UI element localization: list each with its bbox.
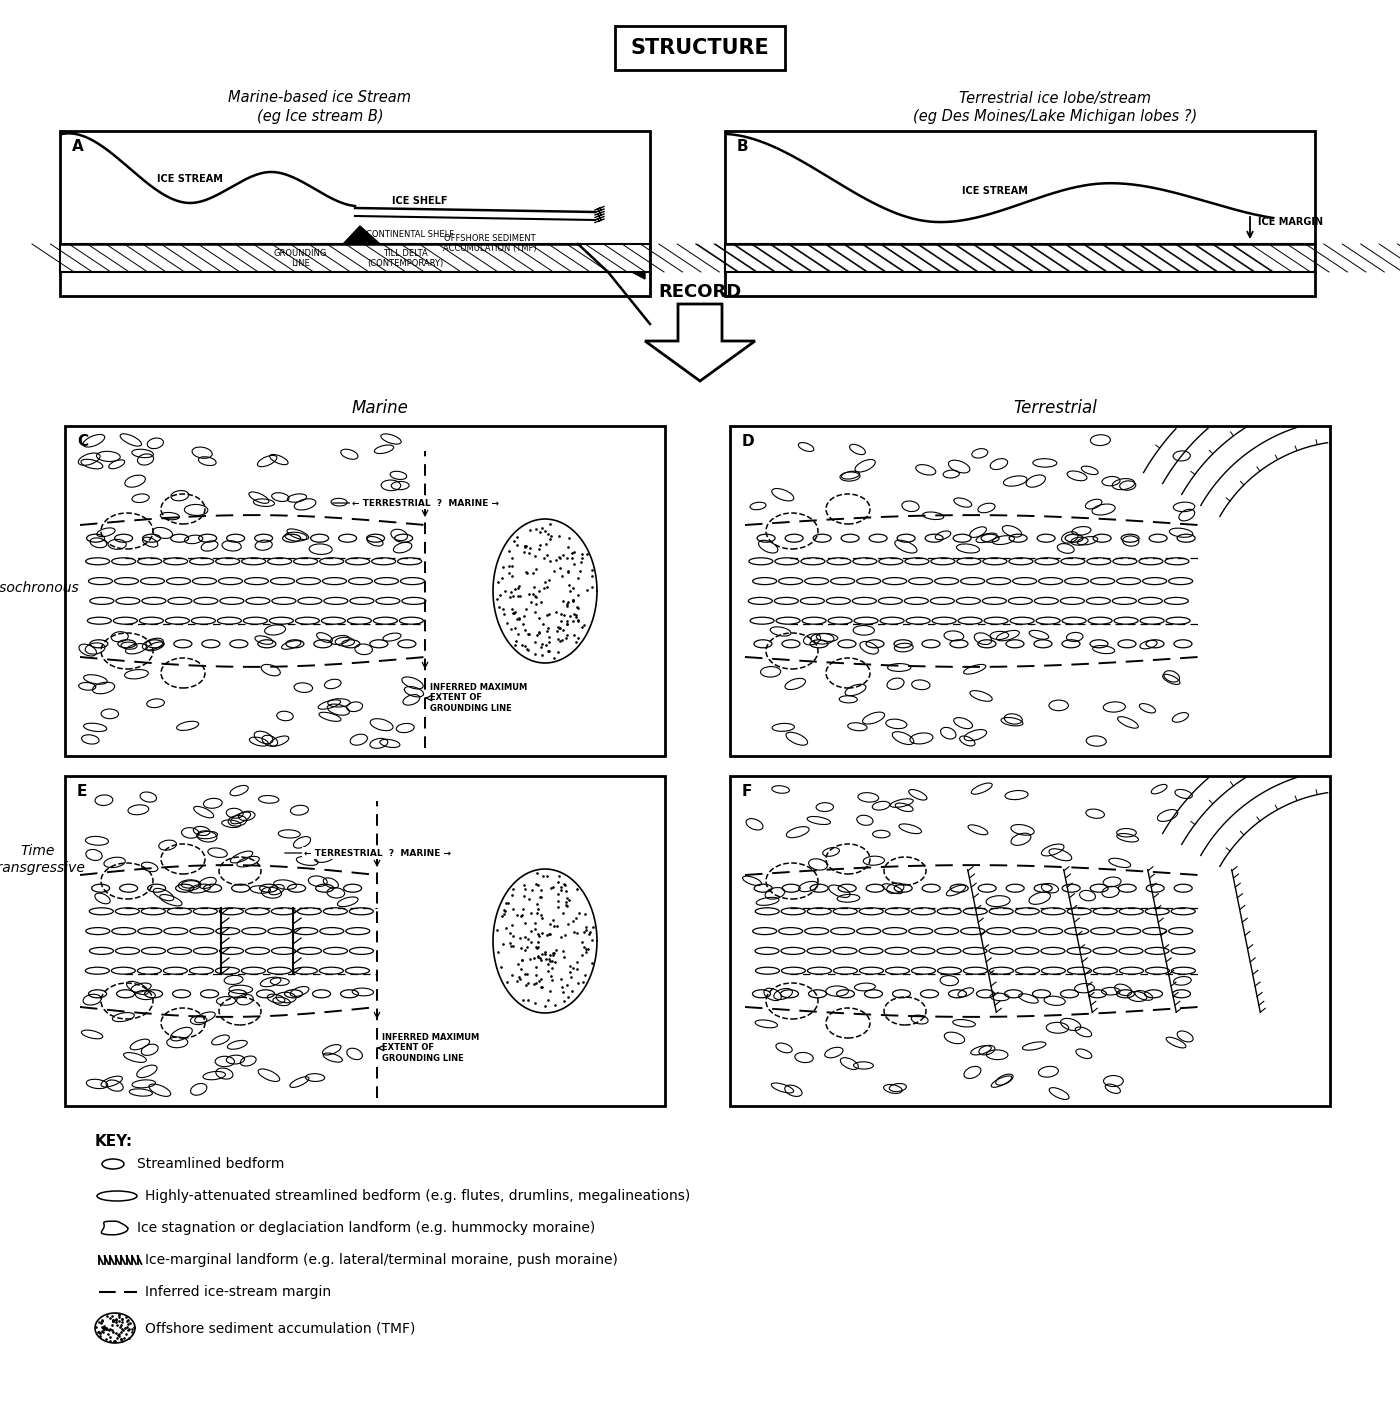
Text: ICE SHELF: ICE SHELF — [392, 195, 448, 205]
Text: transgressive: transgressive — [0, 861, 85, 875]
Text: Marine-based ice Stream: Marine-based ice Stream — [228, 91, 412, 106]
Bar — [60, 132, 650, 296]
Bar — [729, 776, 1330, 1106]
Text: A: A — [71, 139, 84, 154]
Text: Ice stagnation or deglaciation landform (e.g. hummocky moraine): Ice stagnation or deglaciation landform … — [137, 1221, 595, 1235]
Bar — [725, 244, 1315, 272]
Text: ← TERRESTRIAL  ?  MARINE →: ← TERRESTRIAL ? MARINE → — [304, 848, 451, 858]
Text: Terrestrial ice lobe/stream: Terrestrial ice lobe/stream — [959, 91, 1151, 106]
Text: Terrestrial: Terrestrial — [1014, 399, 1098, 416]
Text: KEY:: KEY: — [95, 1134, 133, 1148]
Text: INFERRED MAXIMUM
EXTENT OF
GROUNDING LINE: INFERRED MAXIMUM EXTENT OF GROUNDING LIN… — [430, 683, 528, 712]
Bar — [729, 426, 1330, 756]
Text: Offshore sediment accumulation (TMF): Offshore sediment accumulation (TMF) — [146, 1321, 416, 1335]
Text: F: F — [742, 784, 752, 799]
Text: RECORD: RECORD — [658, 283, 742, 302]
Text: STRUCTURE: STRUCTURE — [630, 38, 770, 58]
Text: C: C — [77, 433, 88, 449]
Bar — [60, 244, 650, 272]
Text: Marine: Marine — [351, 399, 409, 416]
Text: CONTINENTAL SHELF: CONTINENTAL SHELF — [365, 229, 454, 239]
Polygon shape — [645, 304, 755, 381]
Text: (eg Des Moines/Lake Michigan lobes ?): (eg Des Moines/Lake Michigan lobes ?) — [913, 109, 1197, 123]
Bar — [725, 132, 1315, 296]
Text: INFERRED MAXIMUM
EXTENT OF
GROUNDING LINE: INFERRED MAXIMUM EXTENT OF GROUNDING LIN… — [382, 1034, 479, 1063]
Text: Time: Time — [21, 844, 55, 858]
Text: ICE MARGIN: ICE MARGIN — [1259, 217, 1323, 227]
Text: OFFSHORE SEDIMENT
ACCUMULATION (TMF): OFFSHORE SEDIMENT ACCUMULATION (TMF) — [444, 234, 536, 253]
Text: E: E — [77, 784, 87, 799]
Bar — [615, 25, 785, 69]
Polygon shape — [588, 249, 645, 279]
Polygon shape — [343, 227, 379, 244]
Bar — [64, 426, 665, 756]
Text: (eg Ice stream B): (eg Ice stream B) — [256, 109, 384, 123]
Text: Isochronous: Isochronous — [0, 581, 80, 595]
Text: ICE STREAM: ICE STREAM — [962, 185, 1028, 195]
Text: ICE STREAM: ICE STREAM — [157, 174, 223, 184]
Text: Streamlined bedform: Streamlined bedform — [137, 1157, 284, 1171]
Text: B: B — [736, 139, 749, 154]
Text: D: D — [742, 433, 755, 449]
Text: Highly-attenuated streamlined bedform (e.g. flutes, drumlins, megalineations): Highly-attenuated streamlined bedform (e… — [146, 1189, 690, 1204]
Text: Inferred ice-stream margin: Inferred ice-stream margin — [146, 1284, 332, 1298]
Text: ← TERRESTRIAL  ?  MARINE →: ← TERRESTRIAL ? MARINE → — [351, 498, 498, 507]
Text: GROUNDING
LINE: GROUNDING LINE — [273, 249, 326, 269]
Text: Ice-marginal landform (e.g. lateral/terminal moraine, push moraine): Ice-marginal landform (e.g. lateral/term… — [146, 1253, 617, 1267]
Bar — [64, 776, 665, 1106]
Text: TILL DELTA
(CONTEMPORARY): TILL DELTA (CONTEMPORARY) — [367, 249, 444, 269]
